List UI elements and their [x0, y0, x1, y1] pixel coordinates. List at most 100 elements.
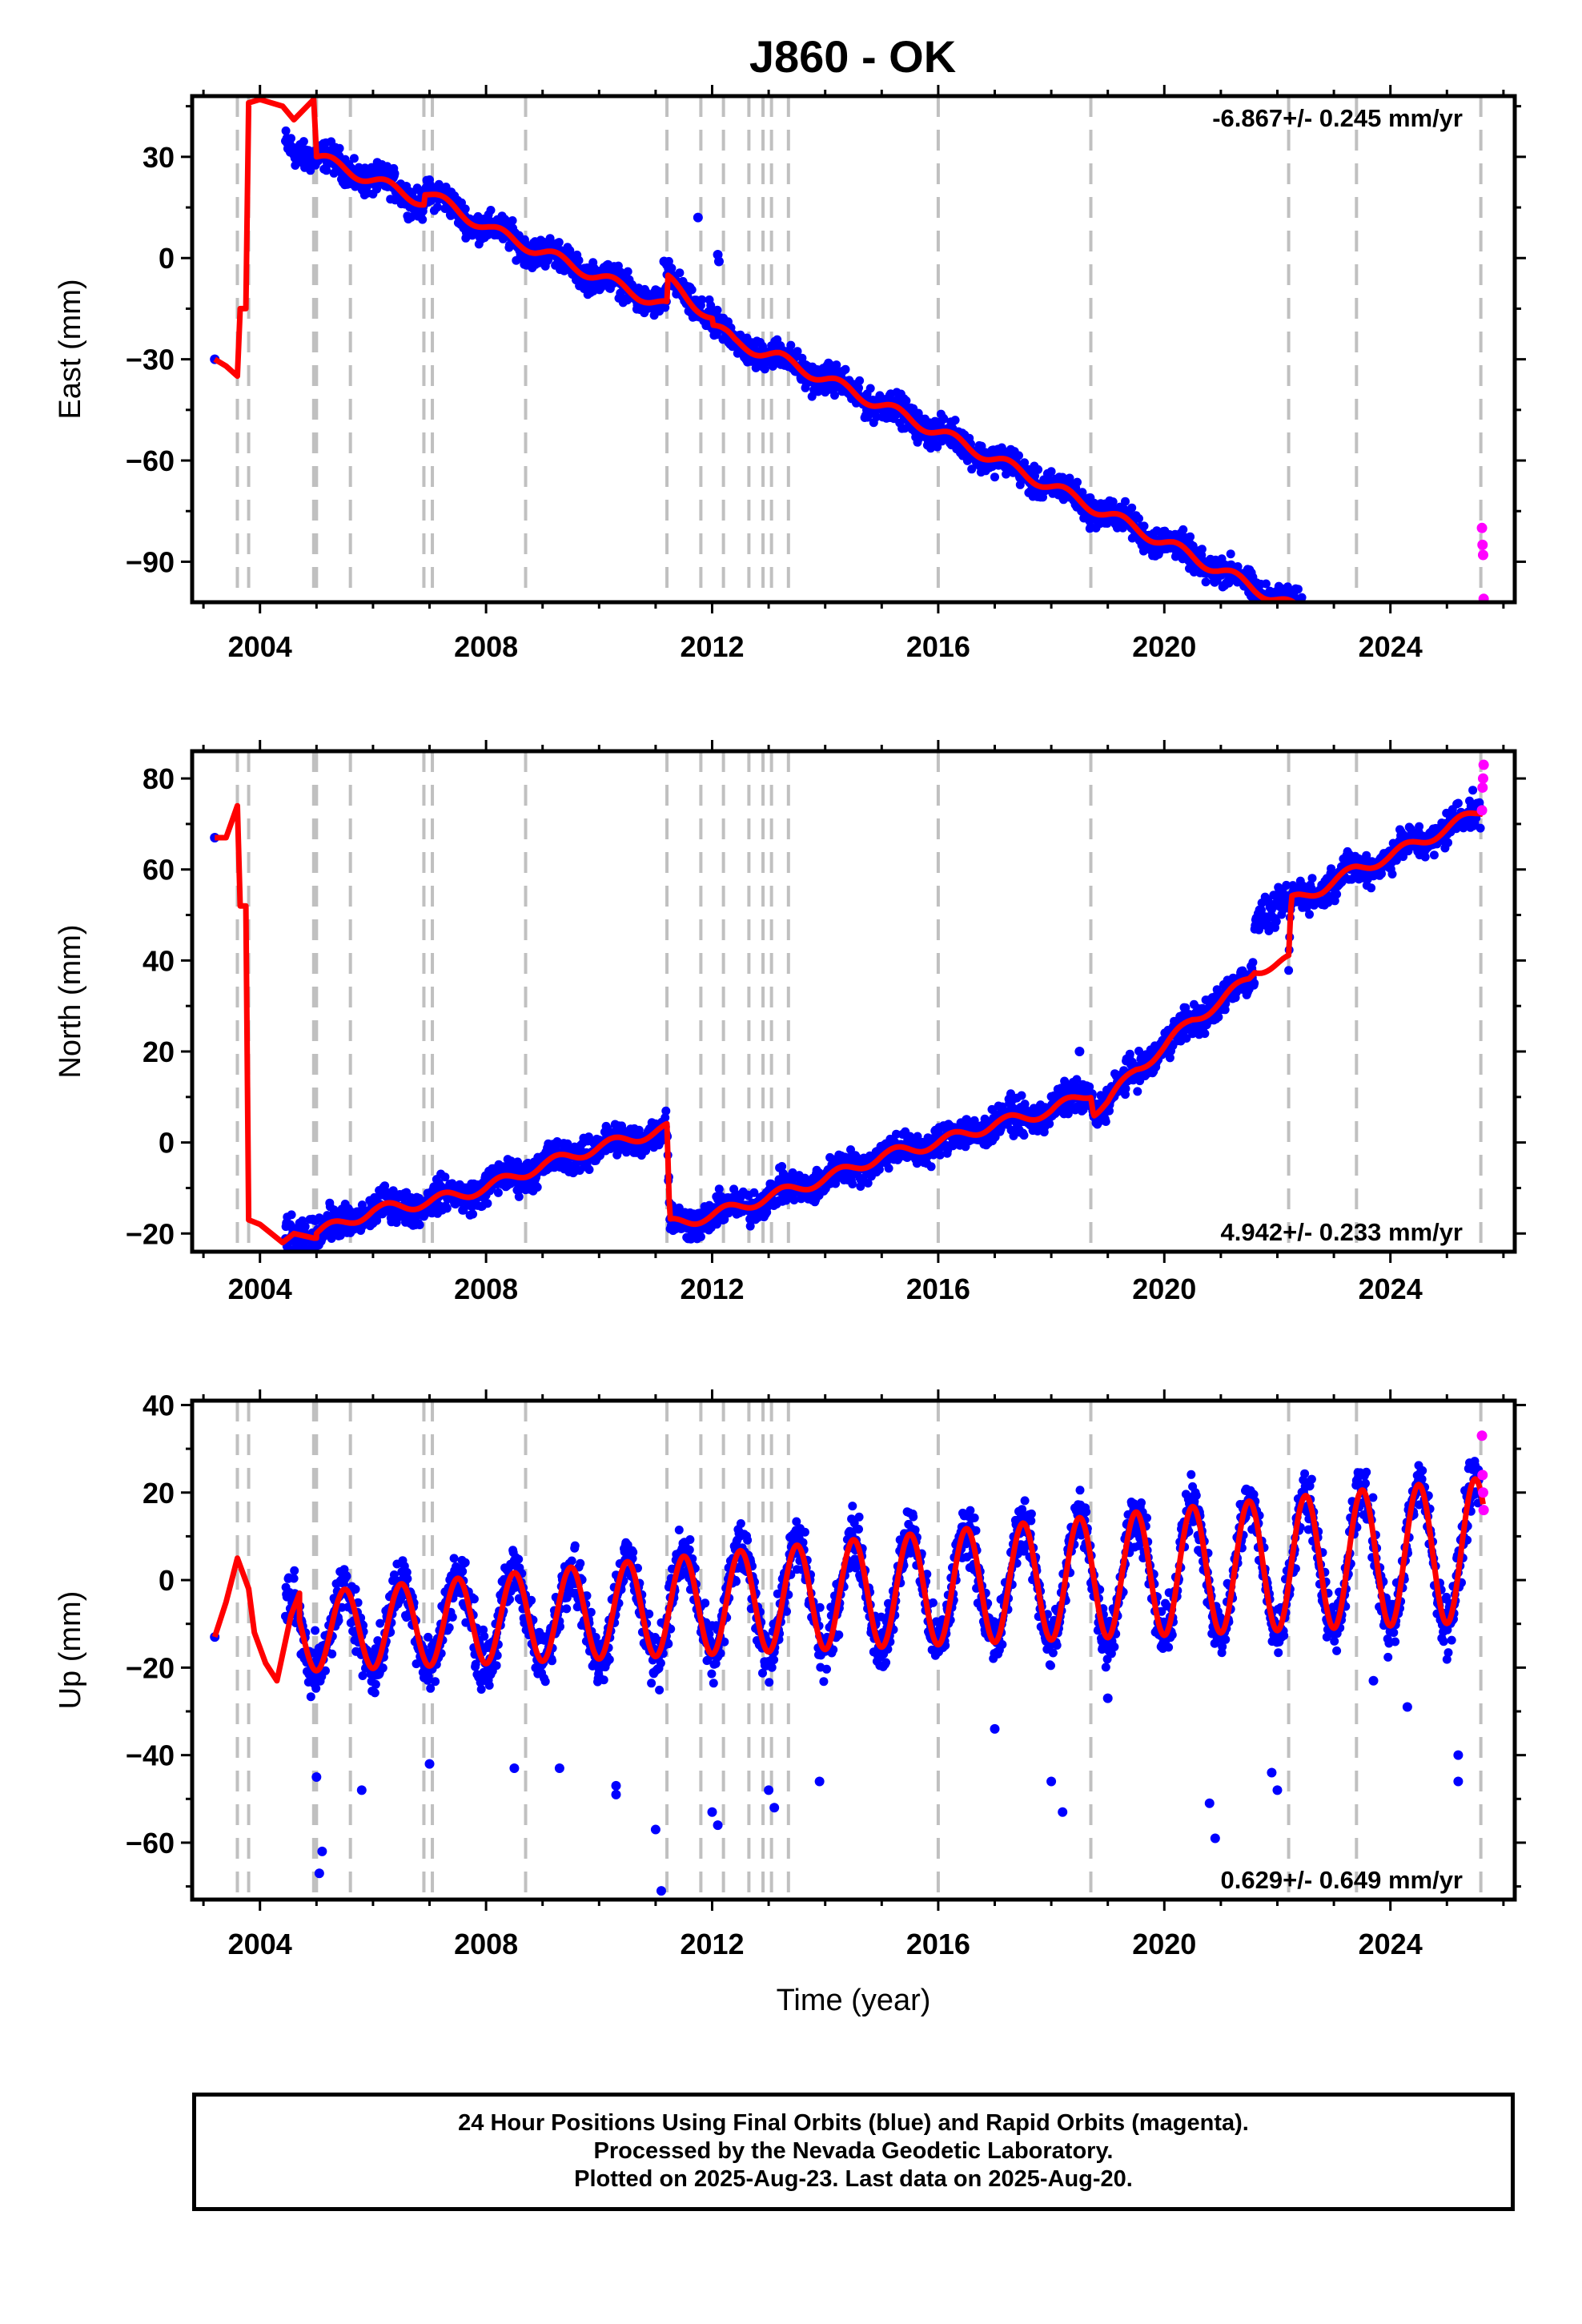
data-point: [1330, 622, 1339, 631]
data-point: [1303, 623, 1311, 632]
y-tick-label: −30: [126, 344, 175, 376]
data-point: [584, 1165, 594, 1174]
data-point: [1312, 617, 1321, 626]
data-point: [1449, 676, 1458, 685]
data-point: [1347, 635, 1356, 644]
data-point: [1418, 680, 1427, 689]
data-point: [1314, 625, 1323, 633]
data-point: [830, 391, 839, 400]
data-point: [1307, 613, 1315, 622]
data-point: [1421, 669, 1430, 678]
data-point: [418, 215, 428, 224]
data-point: [1335, 614, 1344, 623]
data-point: [1347, 638, 1355, 647]
data-point: [1399, 665, 1408, 673]
data-point: [1019, 1131, 1029, 1140]
data-point: [1443, 684, 1452, 689]
data-point: [433, 203, 442, 212]
data-point: [1410, 663, 1419, 672]
data-point: [1456, 684, 1464, 689]
data-point: [1319, 608, 1327, 617]
data-point: [1415, 667, 1424, 676]
data-point: [1420, 677, 1429, 686]
data-point: [1303, 624, 1312, 633]
data-point: [1315, 619, 1323, 628]
data-point: [1455, 687, 1464, 689]
data-point: [1447, 686, 1456, 689]
y-tick-label: 0: [159, 242, 175, 275]
data-point: [493, 1188, 503, 1197]
data-point: [736, 330, 745, 340]
data-point: [388, 1186, 398, 1196]
data-point: [1319, 631, 1328, 640]
x-tick-label: 2016: [906, 630, 970, 663]
data-point: [1325, 622, 1334, 631]
data-point: [1295, 612, 1303, 621]
data-point: [1319, 621, 1327, 630]
data-point: [1304, 613, 1313, 621]
data-point: [1467, 684, 1476, 689]
data-point: [1336, 625, 1345, 633]
data-point: [1339, 617, 1348, 625]
data-point: [1335, 617, 1343, 625]
data-point: [1419, 669, 1428, 677]
data-point: [1323, 619, 1332, 628]
data-point: [1320, 633, 1329, 641]
east-plot-area: [210, 96, 1489, 689]
data-point: [1417, 671, 1426, 680]
data-point: [483, 1199, 492, 1208]
data-point: [1178, 525, 1188, 534]
data-point: [1311, 625, 1319, 633]
data-point: [675, 268, 685, 278]
data-point: [1306, 615, 1315, 624]
data-point: [1305, 910, 1314, 919]
data-point: [1351, 621, 1360, 630]
data-point: [1456, 682, 1464, 689]
data-point: [1387, 663, 1395, 672]
data-point: [950, 416, 960, 425]
outlier-point: [693, 212, 703, 223]
data-point: [865, 384, 875, 393]
data-point: [1248, 958, 1258, 967]
data-point: [1439, 679, 1447, 688]
data-point: [1452, 677, 1461, 686]
data-point: [281, 126, 291, 135]
data-point: [1430, 682, 1439, 689]
data-point: [967, 464, 977, 474]
data-point: [733, 348, 742, 358]
east-rate-label: -6.867+/- 0.245 mm/yr: [1212, 104, 1463, 132]
data-point: [1299, 605, 1308, 614]
data-point: [1455, 679, 1464, 688]
data-point: [1461, 686, 1470, 689]
data-point: [1312, 637, 1321, 646]
x-tick-label: 2012: [680, 630, 744, 663]
data-point: [1322, 637, 1331, 645]
data-point: [372, 184, 382, 194]
data-point: [760, 364, 769, 374]
data-point: [1338, 629, 1347, 637]
data-point: [1416, 680, 1425, 689]
data-point: [687, 285, 697, 295]
data-point: [1121, 497, 1130, 506]
data-point: [1443, 680, 1452, 689]
data-point: [300, 1222, 310, 1231]
data-point: [1334, 624, 1343, 633]
data-point: [714, 1184, 724, 1194]
data-point: [1349, 630, 1358, 639]
data-point: [1323, 629, 1331, 637]
data-point: [696, 1232, 705, 1241]
east-model-line: [213, 96, 1299, 602]
data-point: [841, 364, 850, 374]
data-point: [1379, 664, 1388, 673]
data-point: [1469, 687, 1478, 689]
data-point: [1463, 682, 1472, 689]
data-point: [661, 1113, 670, 1123]
data-point: [1017, 1091, 1026, 1100]
data-point: [1324, 613, 1333, 621]
data-point: [513, 1157, 522, 1167]
data-point: [1300, 607, 1309, 616]
data-point: [1327, 624, 1335, 633]
data-point: [1426, 673, 1435, 682]
north-chart: 2004 2008 2012 2016 2020 2024806040200−20Nort…: [54, 740, 1526, 1305]
data-point: [1226, 549, 1235, 559]
